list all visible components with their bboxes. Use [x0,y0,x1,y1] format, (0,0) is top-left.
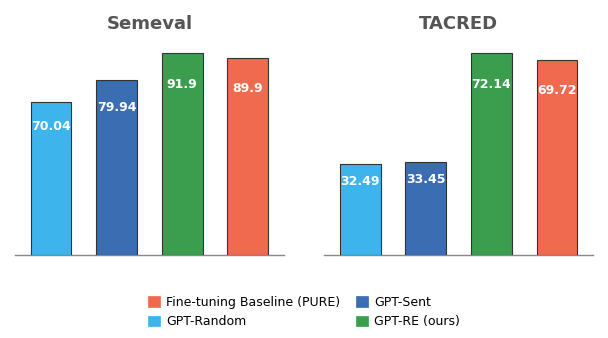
Bar [340,165,381,256]
Bar [31,101,71,256]
Bar [227,58,268,256]
Legend: Fine-tuning Baseline (PURE), GPT-Random, GPT-Sent, GPT-RE (ours): Fine-tuning Baseline (PURE), GPT-Random,… [144,292,464,332]
Text: 69.72: 69.72 [537,84,576,97]
Title: Semeval: Semeval [106,15,193,33]
Bar [162,53,202,256]
Text: 91.9: 91.9 [167,78,198,91]
Text: 32.49: 32.49 [340,175,380,188]
Bar [406,162,446,256]
Text: 89.9: 89.9 [232,81,263,95]
Text: 70.04: 70.04 [31,120,71,133]
Title: TACRED: TACRED [419,15,498,33]
Bar [471,53,512,256]
Bar [96,80,137,256]
Text: 33.45: 33.45 [406,173,446,186]
Text: 79.94: 79.94 [97,101,136,114]
Bar [537,60,577,256]
Text: 72.14: 72.14 [471,78,511,91]
